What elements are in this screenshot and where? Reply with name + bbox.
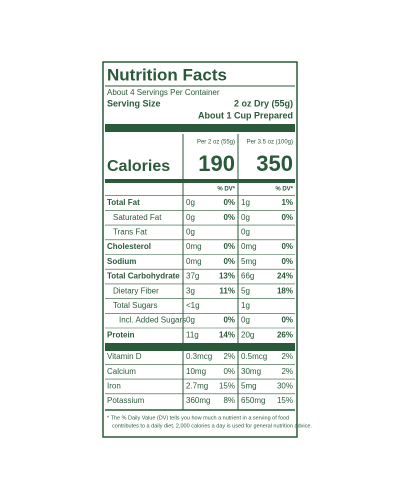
nutrient-name: Saturated Fat [113,213,162,222]
nutrient-name: Dietary Fiber [113,286,159,295]
thick-bar [105,124,295,132]
amount: 0mg [186,242,202,251]
amount: <1g [186,301,200,310]
amount: 5mg [241,257,257,266]
footnote: * The % Daily Value (DV) tells you how m… [107,415,289,421]
dv-header: % DV* [275,187,293,193]
nutrient-name: Trans Fat [113,228,148,237]
calories-value: 350 [256,151,293,176]
amount: 0mg [186,257,202,266]
amount: 0g [186,228,195,237]
daily-value: 0% [281,316,293,325]
calories-value: 190 [198,151,235,176]
daily-value: 8% [223,396,235,405]
amount: 650mg [241,396,265,405]
daily-value: 2% [281,352,293,361]
daily-value: 0% [281,213,293,222]
daily-value: 0% [223,316,235,325]
nutrient-name: Protein [107,330,135,339]
thick-bar [105,343,295,351]
daily-value: 0% [223,257,235,266]
serving-size-prepared: About 1 Cup Prepared [198,110,293,120]
nutrient-name: Sodium [107,257,136,266]
amount: 360mg [186,396,210,405]
amount: 11g [186,330,199,339]
amount: 0.3mcg [186,352,212,361]
daily-value: 0% [223,242,235,251]
daily-value: 11% [219,286,235,295]
amount: 5mg [241,382,257,391]
dv-header: % DV* [217,187,235,193]
vitamin-name: Vitamin D [107,352,142,361]
serving-size: 2 oz Dry (55g) [234,98,293,108]
amount: 0g [186,213,195,222]
daily-value: 14% [219,330,235,339]
amount: 2.7mg [186,382,208,391]
medium-bar [105,179,295,183]
daily-value: 0% [281,257,293,266]
amount: 30mg [241,367,261,376]
daily-value: 30% [277,382,293,391]
title: Nutrition Facts [107,65,227,84]
daily-value: 0% [223,213,235,222]
nutrient-name: Total Sugars [113,301,157,310]
daily-value: 0% [223,367,235,376]
vitamin-name: Potassium [107,396,145,405]
amount: 5g [241,286,250,295]
daily-value: 24% [277,272,293,281]
daily-value: 2% [281,367,293,376]
servings: About 4 Servings Per Container [107,88,220,97]
column-header: Per 3.5 oz (100g) [247,140,293,146]
amount: 0g [241,228,250,237]
amount: 0g [186,198,195,207]
amount: 37g [186,272,199,281]
amount: 0g [186,316,195,325]
amount: 66g [241,272,254,281]
amount: 1g [241,301,250,310]
serving-size-label: Serving Size [107,98,161,108]
amount: 0.5mcg [241,352,267,361]
nutrient-name: Total Carbohydrate [107,272,180,281]
amount: 0g [241,213,250,222]
daily-value: 26% [277,330,293,339]
amount: 3g [186,286,195,295]
daily-value: 15% [219,382,235,391]
daily-value: 0% [223,198,235,207]
nutrient-name: Cholesterol [107,242,151,251]
nutrient-name: Total Fat [107,198,140,207]
vitamin-name: Iron [107,382,121,391]
footnote: contributes to a daily diet. 2,000 calor… [112,423,312,429]
daily-value: 2% [223,352,235,361]
calories-label: Calories [107,158,170,175]
daily-value: 18% [277,286,293,295]
amount: 0g [241,316,250,325]
daily-value: 1% [281,198,293,207]
daily-value: 0% [281,242,293,251]
amount: 10mg [186,367,206,376]
vitamin-name: Calcium [107,367,136,376]
amount: 20g [241,330,254,339]
amount: 0mg [241,242,257,251]
daily-value: 13% [219,272,235,281]
amount: 1g [241,198,250,207]
nutrient-name: Incl. Added Sugars [119,316,186,325]
daily-value: 15% [277,396,293,405]
column-header: Per 2 oz (55g) [197,140,235,146]
